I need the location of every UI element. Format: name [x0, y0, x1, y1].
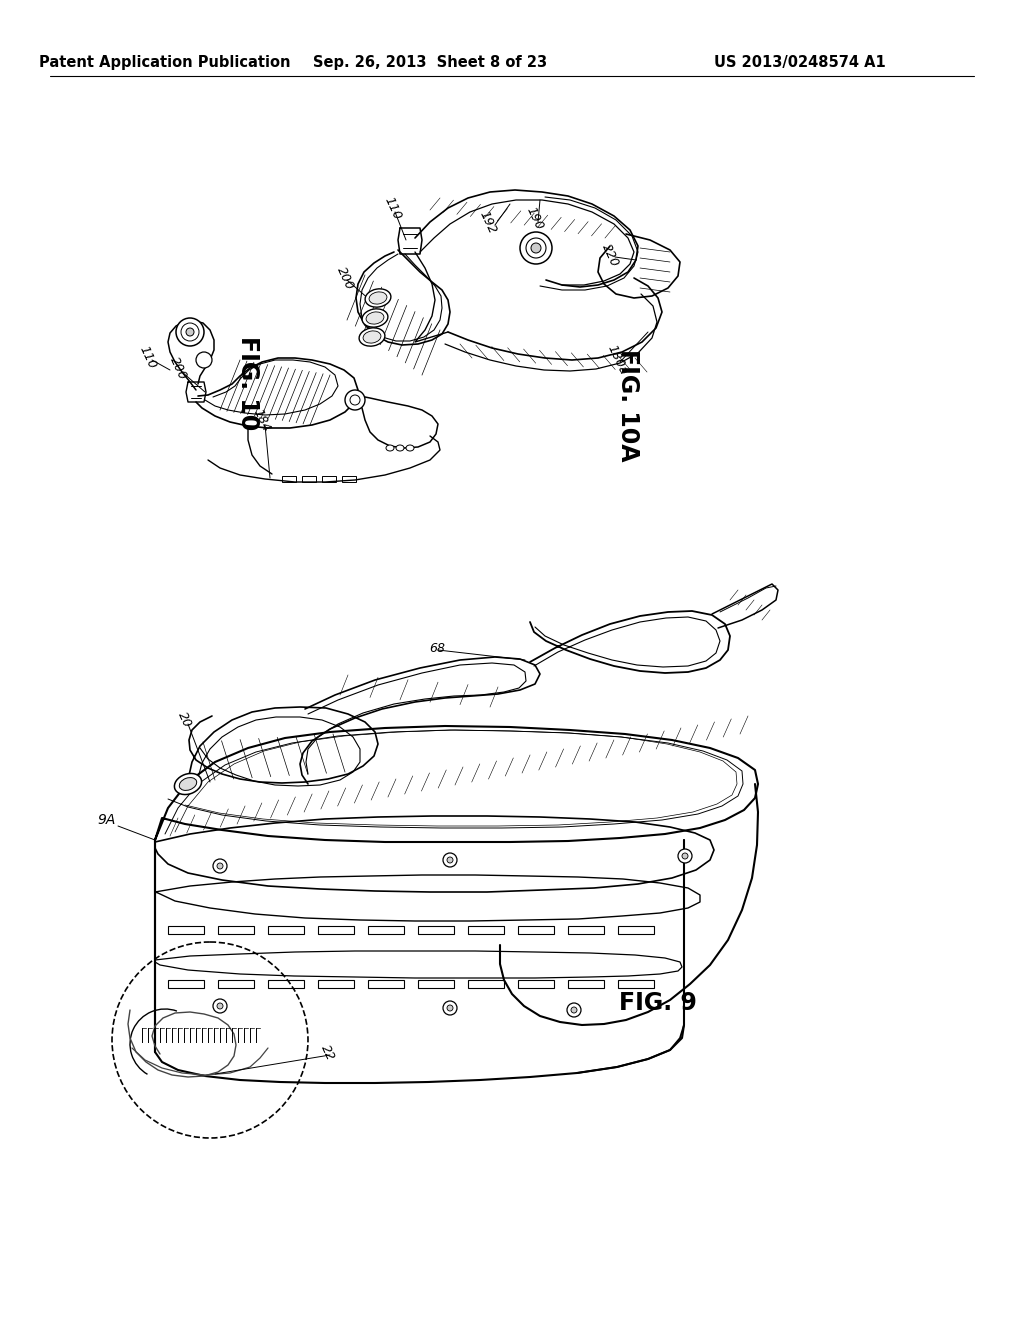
- Text: 200: 200: [167, 354, 189, 381]
- Bar: [368, 927, 404, 935]
- Text: 9A: 9A: [98, 813, 116, 828]
- Bar: [368, 979, 404, 987]
- Bar: [218, 979, 254, 987]
- Text: FIG. 10A: FIG. 10A: [616, 348, 640, 461]
- Bar: [518, 979, 554, 987]
- Text: 68: 68: [429, 642, 445, 655]
- Bar: [282, 477, 296, 482]
- Bar: [218, 927, 254, 935]
- Ellipse shape: [369, 292, 387, 304]
- Bar: [568, 979, 604, 987]
- Bar: [318, 927, 354, 935]
- Circle shape: [350, 395, 360, 405]
- Text: 22: 22: [318, 1043, 337, 1063]
- Bar: [168, 979, 204, 987]
- Bar: [302, 477, 316, 482]
- Circle shape: [345, 389, 365, 411]
- Circle shape: [213, 859, 227, 873]
- Circle shape: [176, 318, 204, 346]
- Ellipse shape: [179, 777, 197, 791]
- Circle shape: [443, 853, 457, 867]
- Bar: [318, 979, 354, 987]
- Ellipse shape: [386, 445, 394, 451]
- Circle shape: [447, 857, 453, 863]
- Text: 180a: 180a: [604, 343, 630, 378]
- Bar: [322, 477, 336, 482]
- Circle shape: [571, 1007, 577, 1012]
- Text: 192: 192: [477, 209, 499, 236]
- Bar: [268, 927, 304, 935]
- Ellipse shape: [174, 774, 202, 795]
- Text: 220: 220: [599, 242, 621, 269]
- Circle shape: [447, 1005, 453, 1011]
- Ellipse shape: [362, 309, 388, 327]
- Text: 200: 200: [334, 264, 356, 292]
- Circle shape: [520, 232, 552, 264]
- Text: Patent Application Publication: Patent Application Publication: [39, 54, 291, 70]
- Text: US 2013/0248574 A1: US 2013/0248574 A1: [714, 54, 886, 70]
- Bar: [168, 927, 204, 935]
- Bar: [268, 979, 304, 987]
- Ellipse shape: [359, 327, 385, 346]
- Circle shape: [682, 853, 688, 859]
- Bar: [418, 927, 454, 935]
- Text: Sep. 26, 2013  Sheet 8 of 23: Sep. 26, 2013 Sheet 8 of 23: [313, 54, 547, 70]
- Bar: [418, 979, 454, 987]
- Bar: [618, 927, 654, 935]
- Circle shape: [567, 1003, 581, 1016]
- Bar: [518, 927, 554, 935]
- Text: FIG. 10: FIG. 10: [236, 335, 260, 430]
- Circle shape: [181, 323, 199, 341]
- Circle shape: [196, 352, 212, 368]
- Bar: [618, 979, 654, 987]
- Text: 110: 110: [382, 194, 403, 222]
- Circle shape: [531, 243, 541, 253]
- Bar: [468, 927, 504, 935]
- Ellipse shape: [396, 445, 404, 451]
- Bar: [468, 979, 504, 987]
- Text: 20: 20: [176, 710, 195, 730]
- Circle shape: [678, 849, 692, 863]
- Ellipse shape: [406, 445, 414, 451]
- Circle shape: [213, 999, 227, 1012]
- Text: 190: 190: [524, 205, 546, 231]
- Circle shape: [217, 1003, 223, 1008]
- Text: FIG. 9: FIG. 9: [620, 991, 697, 1015]
- Bar: [342, 477, 356, 482]
- Circle shape: [186, 327, 194, 337]
- Ellipse shape: [366, 289, 391, 308]
- Circle shape: [443, 1001, 457, 1015]
- Circle shape: [526, 238, 546, 257]
- Bar: [568, 927, 604, 935]
- Ellipse shape: [366, 312, 384, 325]
- Text: 184: 184: [251, 407, 273, 434]
- Ellipse shape: [364, 331, 381, 343]
- Text: 110: 110: [137, 343, 159, 371]
- Circle shape: [217, 863, 223, 869]
